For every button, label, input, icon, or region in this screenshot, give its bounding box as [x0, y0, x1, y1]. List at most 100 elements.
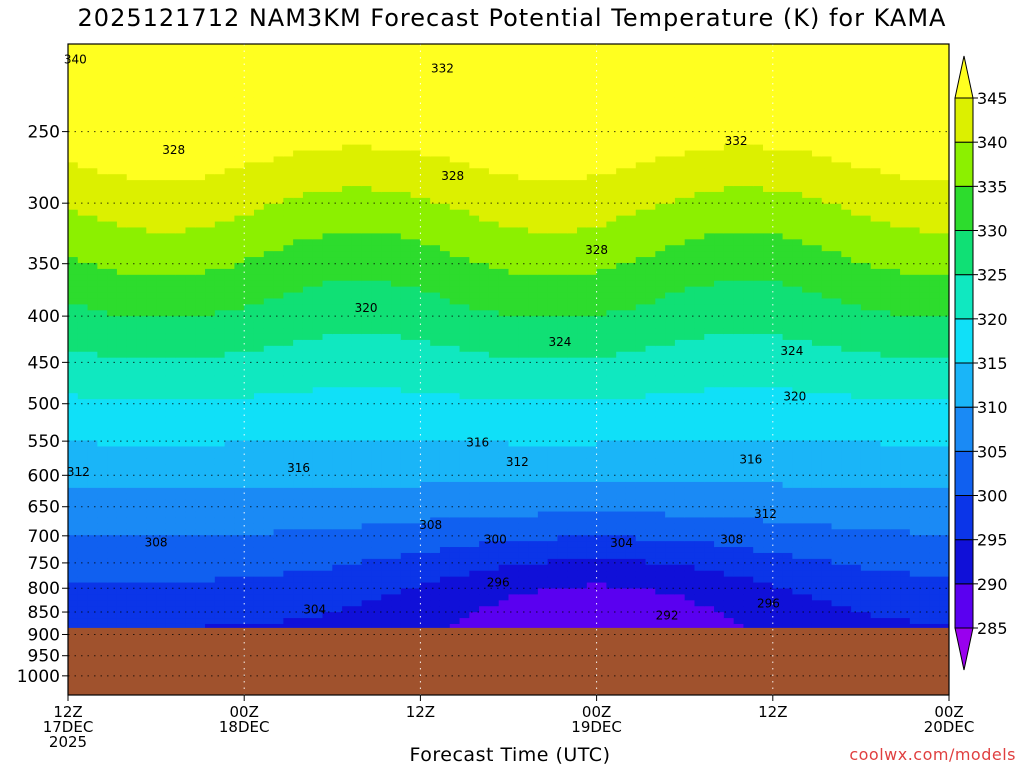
- theta-cell: [498, 245, 510, 252]
- theta-cell: [547, 274, 559, 282]
- theta-cell: [439, 582, 451, 590]
- theta-cell: [253, 493, 265, 501]
- theta-cell: [332, 470, 343, 477]
- theta-cell: [479, 606, 490, 613]
- theta-cell: [302, 310, 314, 317]
- theta-cell: [107, 97, 118, 104]
- theta-cell: [77, 286, 89, 294]
- theta-cell: [498, 529, 510, 536]
- theta-cell: [136, 487, 147, 495]
- theta-cell: [87, 623, 98, 631]
- theta-cell: [165, 138, 177, 146]
- theta-cell: [537, 547, 549, 554]
- theta-cell: [234, 351, 245, 359]
- theta-cell: [508, 339, 519, 347]
- theta-cell: [195, 422, 206, 430]
- theta-cell: [214, 251, 226, 258]
- theta-cell: [156, 91, 167, 98]
- theta-cell: [293, 470, 304, 477]
- theta-cell: [244, 612, 255, 619]
- theta-cell: [116, 600, 128, 607]
- theta-cell: [381, 221, 392, 229]
- theta-cell: [381, 422, 392, 430]
- theta-cell: [459, 428, 470, 436]
- theta-cell: [381, 416, 392, 424]
- theta-cell: [391, 150, 402, 158]
- theta-cell: [77, 262, 89, 270]
- theta-cell: [263, 564, 275, 572]
- theta-cell: [528, 410, 539, 418]
- theta-cell: [430, 339, 441, 347]
- theta-cell: [498, 333, 510, 341]
- theta-cell: [273, 209, 284, 217]
- theta-cell: [244, 262, 255, 270]
- theta-cell: [107, 280, 118, 288]
- theta-cell: [449, 345, 461, 353]
- theta-cell: [488, 434, 500, 442]
- theta-cell: [283, 588, 294, 595]
- theta-cell: [351, 245, 363, 252]
- theta-cell: [371, 85, 382, 92]
- theta-cell: [420, 452, 431, 459]
- theta-cell: [293, 280, 304, 288]
- theta-cell: [469, 215, 480, 223]
- theta-cell: [469, 310, 480, 317]
- theta-cell: [312, 517, 324, 524]
- theta-cell: [410, 67, 421, 75]
- theta-cell: [205, 251, 216, 258]
- theta-cell: [361, 446, 373, 453]
- theta-cell: [508, 517, 519, 524]
- theta-cell: [263, 126, 275, 134]
- theta-cell: [528, 286, 539, 294]
- theta-cell: [165, 600, 177, 607]
- theta-cell: [459, 594, 470, 601]
- theta-cell: [322, 162, 333, 169]
- theta-cell: [175, 452, 187, 459]
- theta-cell: [469, 481, 480, 489]
- theta-cell: [87, 529, 98, 536]
- theta-cell: [263, 180, 275, 187]
- theta-cell: [381, 499, 392, 507]
- theta-cell: [244, 570, 255, 578]
- theta-cell: [107, 168, 118, 175]
- theta-cell: [459, 570, 470, 578]
- theta-cell: [107, 416, 118, 424]
- theta-cell: [214, 612, 226, 619]
- theta-cell: [116, 570, 128, 578]
- theta-cell: [351, 209, 363, 217]
- theta-cell: [156, 144, 167, 152]
- theta-cell: [214, 79, 226, 87]
- theta-cell: [361, 79, 373, 87]
- theta-cell: [351, 286, 363, 294]
- theta-cell: [97, 535, 108, 542]
- theta-cell: [116, 174, 128, 181]
- theta-cell: [420, 552, 431, 560]
- theta-cell: [87, 298, 98, 305]
- theta-cell: [449, 375, 461, 382]
- theta-cell: [488, 363, 500, 371]
- theta-cell: [518, 49, 529, 57]
- theta-cell: [371, 103, 382, 110]
- theta-cell: [107, 328, 118, 335]
- theta-cell: [244, 328, 255, 335]
- theta-cell: [185, 310, 196, 317]
- theta-cell: [381, 529, 392, 536]
- theta-cell: [430, 239, 441, 246]
- theta-cell: [214, 55, 226, 63]
- theta-cell: [410, 262, 421, 270]
- theta-cell: [351, 138, 363, 146]
- theta-cell: [97, 85, 108, 92]
- theta-cell: [420, 310, 431, 317]
- theta-cell: [498, 535, 510, 542]
- theta-cell: [322, 440, 333, 448]
- theta-cell: [400, 286, 412, 294]
- theta-cell: [410, 162, 421, 169]
- theta-cell: [77, 410, 89, 418]
- theta-cell: [224, 132, 236, 140]
- theta-cell: [420, 274, 431, 282]
- theta-cell: [205, 103, 216, 110]
- theta-cell: [449, 499, 461, 507]
- theta-cell: [459, 410, 470, 418]
- theta-cell: [68, 345, 79, 353]
- theta-cell: [293, 304, 304, 311]
